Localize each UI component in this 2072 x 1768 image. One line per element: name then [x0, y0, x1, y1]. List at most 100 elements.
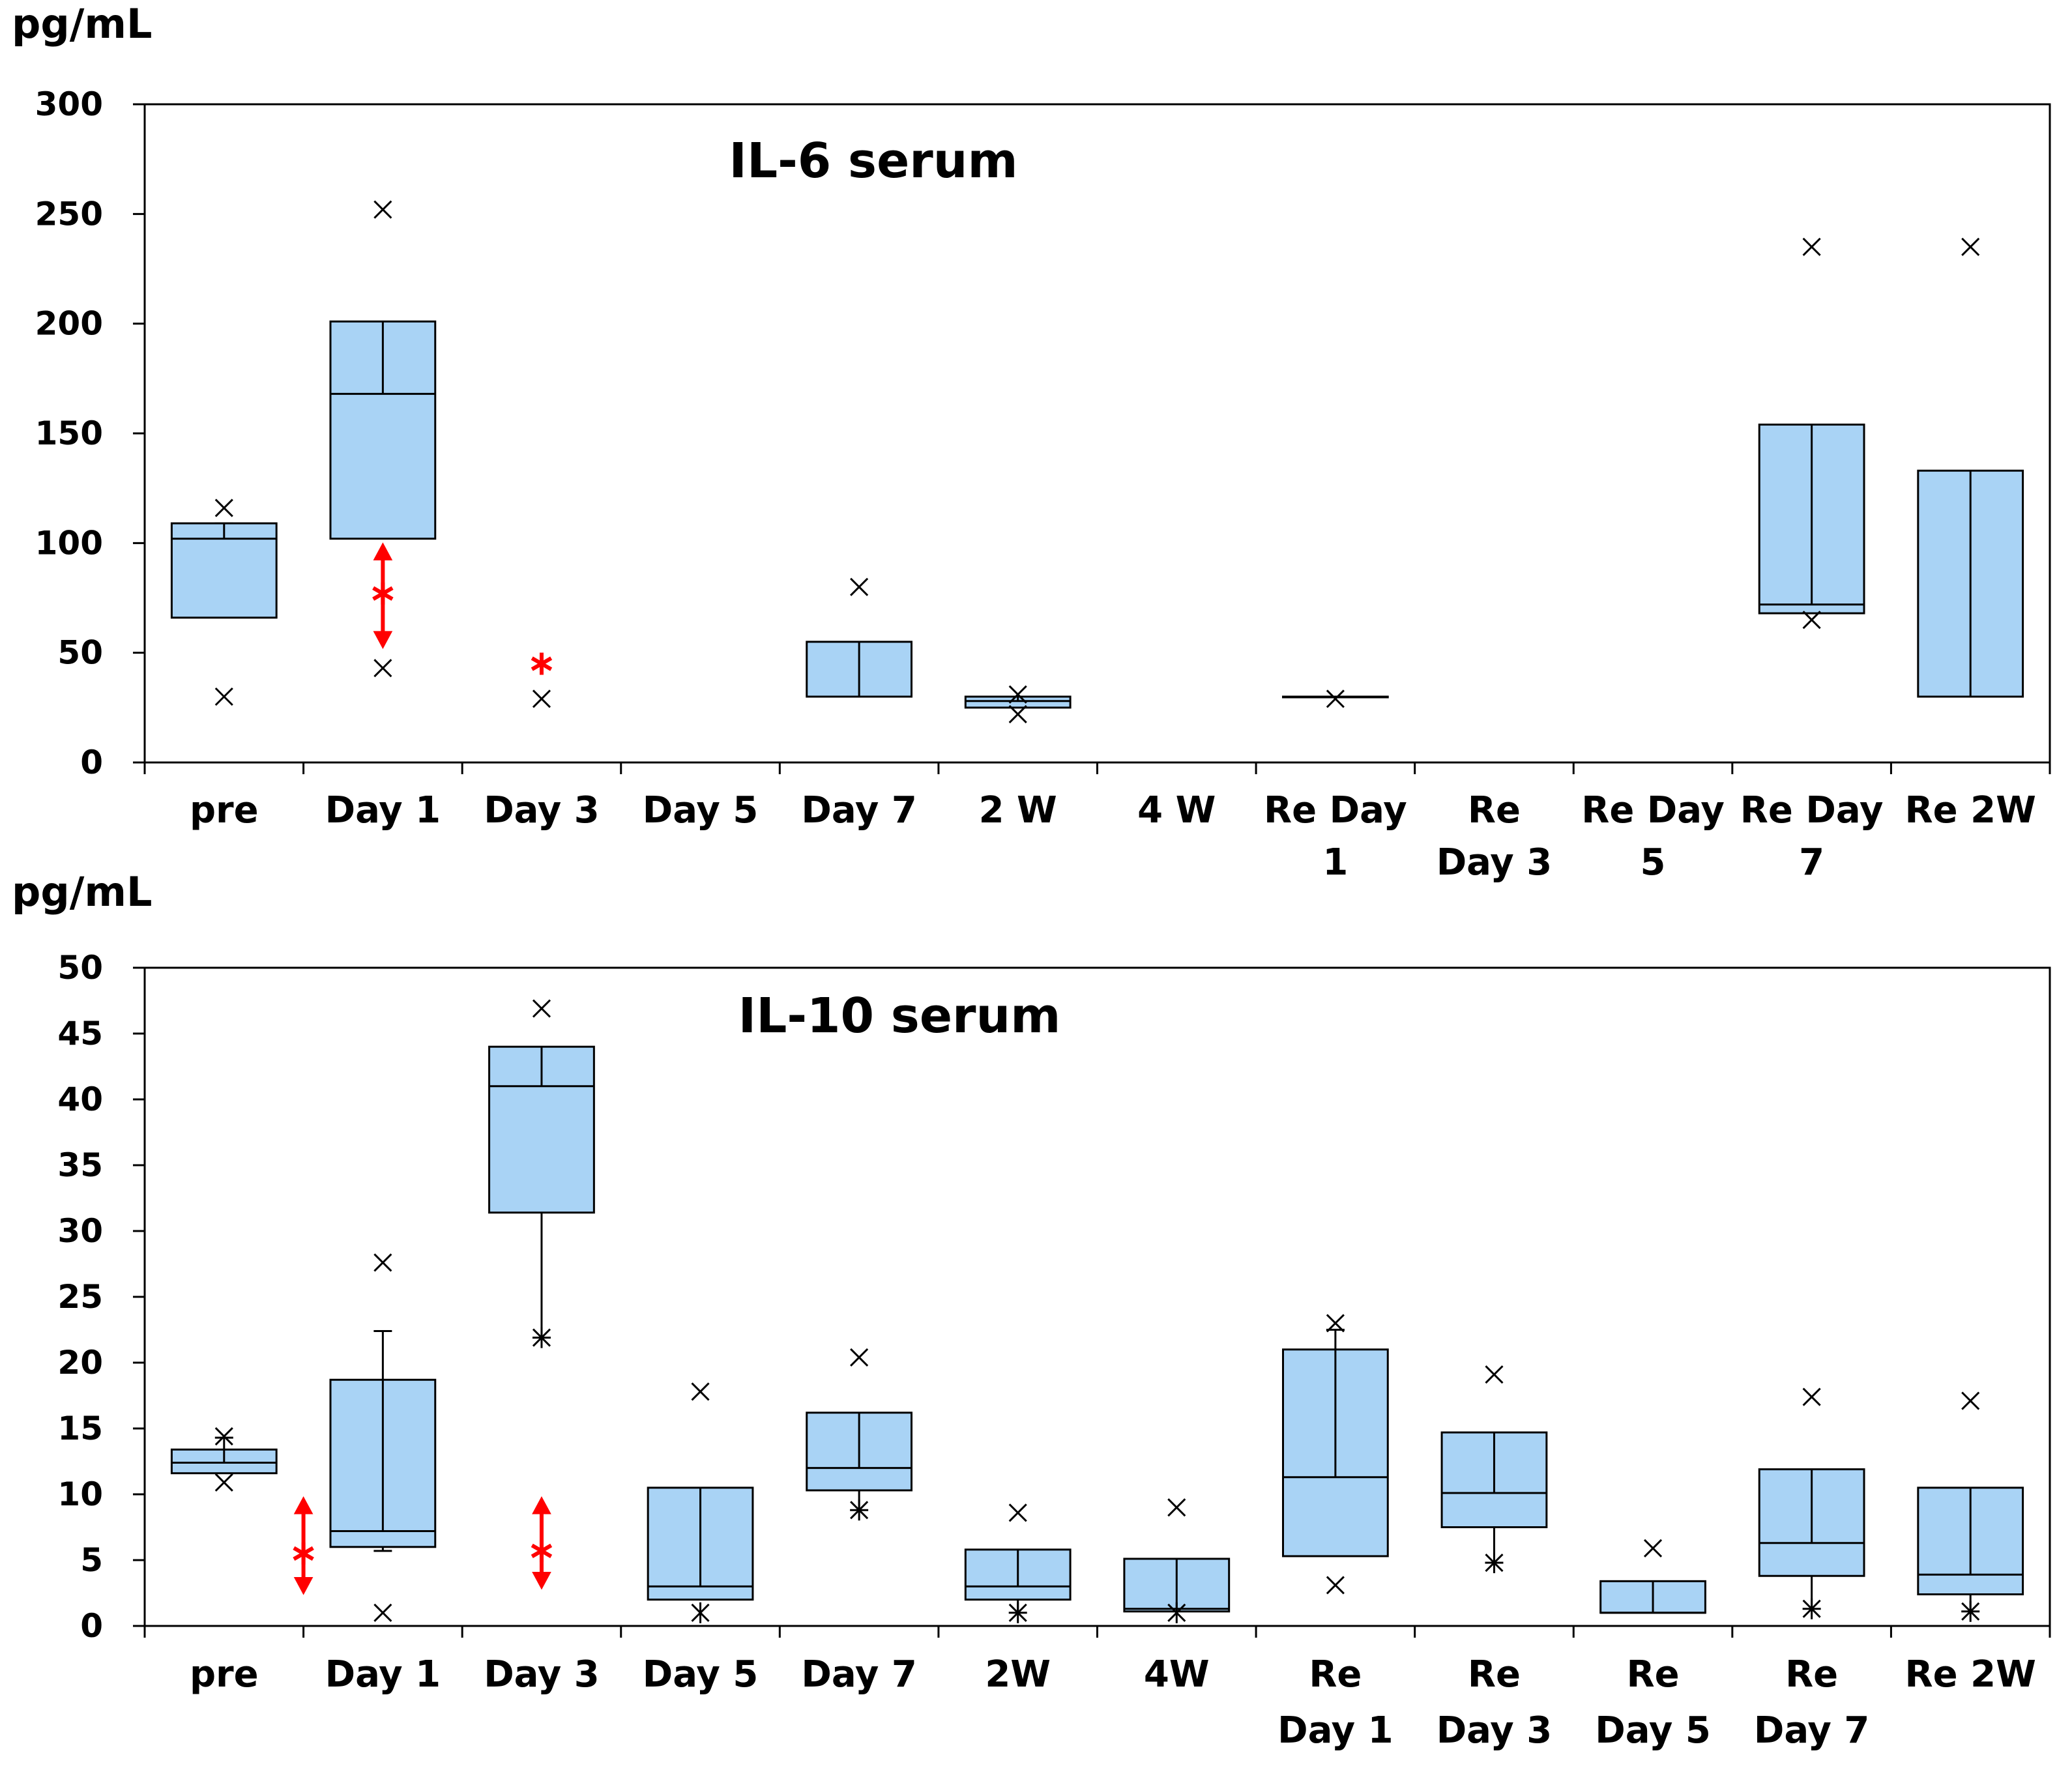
- marker-stroke: [1802, 237, 1821, 256]
- x-tick-label: Day 3: [484, 789, 600, 832]
- marker-stroke: [1643, 1539, 1663, 1558]
- x-tick-label: 2W: [985, 1653, 1051, 1696]
- x-tick-label: Re: [1468, 789, 1521, 832]
- marker-stroke: [850, 577, 869, 596]
- plot-area: [143, 966, 2051, 1627]
- y-tick-label: 100: [35, 524, 103, 562]
- y-tick-label: 50: [57, 634, 103, 672]
- outlier-point: [373, 1253, 392, 1272]
- marker-stroke: [373, 1603, 392, 1622]
- outlier-point: [214, 1427, 233, 1446]
- x-tick-label: Day 7: [801, 789, 917, 832]
- star-point: [532, 1327, 551, 1348]
- star-point: [850, 1500, 869, 1521]
- arrow-head-up: [532, 1496, 551, 1514]
- marker-stroke: [373, 1253, 392, 1272]
- x-tick-label: Re: [1309, 1653, 1362, 1696]
- star-point: [1961, 1601, 1980, 1622]
- x-tick-label: Re Day: [1264, 789, 1407, 832]
- y-tick-label: 35: [57, 1146, 103, 1184]
- marker-stroke: [214, 687, 233, 706]
- chart-title: IL-6 serum: [729, 133, 1017, 189]
- plot-area: [143, 103, 2051, 764]
- arrow-head-down: [293, 1577, 314, 1595]
- y-tick-label: 0: [80, 744, 103, 781]
- x-tick-label: 4 W: [1137, 789, 1216, 832]
- marker-stroke: [691, 1382, 710, 1401]
- x-tick-label: Day 3: [1437, 841, 1553, 884]
- y-axis-label: pg/mL: [12, 868, 153, 916]
- y-tick-label: 200: [35, 305, 103, 343]
- y-tick-label: 40: [57, 1080, 103, 1118]
- x-tick-label: Re: [1785, 1653, 1838, 1696]
- outlier-point: [532, 689, 551, 708]
- y-tick-label: 50: [57, 949, 103, 987]
- outlier-point: [1167, 1498, 1186, 1517]
- x-tick-label: Re 2W: [1905, 789, 2036, 832]
- outlier-point: [373, 200, 392, 219]
- marker-stroke: [1326, 1314, 1345, 1333]
- chart-panel-1: pg/mL 0 50 100 150 200 250 300 pre Day 1 Day 3 Day …: [12, 0, 2051, 884]
- x-tick-label: Day 1: [1277, 1709, 1393, 1752]
- x-tick-label: Day 5: [643, 1653, 759, 1696]
- y-tick-label: 150: [35, 414, 103, 452]
- marker-stroke: [214, 1473, 233, 1492]
- outlier-point: [1326, 1576, 1345, 1595]
- chart-title: IL-10 serum: [738, 988, 1061, 1044]
- outlier-point: [214, 1473, 233, 1492]
- marker-stroke: [1961, 1391, 1980, 1410]
- marker-stroke: [1167, 1498, 1186, 1517]
- star-point: [1008, 1602, 1027, 1623]
- x-tick-label: Day 1: [325, 789, 441, 832]
- y-tick-label: 20: [57, 1344, 103, 1382]
- marker-stroke: [1961, 237, 1980, 256]
- marker-stroke: [1326, 689, 1345, 708]
- outlier-point: [1802, 1387, 1821, 1406]
- outlier-point: [850, 1348, 869, 1367]
- outlier-point: [1802, 611, 1821, 630]
- outlier-point: [1802, 237, 1821, 256]
- significance-marker: [293, 1496, 314, 1595]
- arrow-head-down: [532, 1571, 551, 1590]
- outlier-point: [1961, 237, 1980, 256]
- marker-stroke: [850, 1348, 869, 1367]
- y-tick-label: 250: [35, 195, 103, 233]
- outlier-point: [1961, 1391, 1980, 1410]
- marker-stroke: [214, 499, 233, 517]
- y-tick-label: 45: [57, 1015, 103, 1052]
- x-tick-label: Day 3: [484, 1653, 600, 1696]
- outlier-point: [1008, 704, 1027, 723]
- outlier-point: [1643, 1539, 1663, 1558]
- y-tick-label: 300: [35, 85, 103, 123]
- marker-stroke: [1326, 1576, 1345, 1595]
- x-tick-label: 5: [1641, 841, 1666, 884]
- outlier-point: [1326, 1314, 1345, 1333]
- outlier-point: [214, 687, 233, 706]
- significance-marker: [372, 542, 394, 649]
- x-tick-label: Re Day: [1581, 789, 1725, 832]
- x-tick-label: 1: [1322, 841, 1348, 884]
- marker-stroke: [532, 689, 551, 708]
- marker-stroke: [1802, 1387, 1821, 1406]
- star-point: [1802, 1598, 1821, 1619]
- x-tick-label: pre: [190, 1653, 259, 1696]
- significance-star-stroke: [293, 1546, 314, 1561]
- marker-stroke: [373, 659, 392, 678]
- significance-marker: [531, 652, 553, 675]
- y-tick-label: 30: [57, 1212, 103, 1250]
- y-tick-label: 15: [57, 1410, 103, 1447]
- marker-stroke: [1008, 1503, 1027, 1522]
- outlier-point: [850, 577, 869, 596]
- x-tick-label: Day 7: [1754, 1709, 1870, 1752]
- outlier-point: [1008, 1503, 1027, 1522]
- x-tick-label: Day 1: [325, 1653, 441, 1696]
- arrow-head-down: [373, 631, 393, 649]
- marker-stroke: [1802, 611, 1821, 630]
- x-tick-label: Re Day: [1740, 789, 1884, 832]
- marker-stroke: [1008, 685, 1027, 704]
- significance-marker: [531, 1496, 553, 1590]
- x-tick-label: pre: [190, 789, 259, 832]
- marker-stroke: [214, 1427, 233, 1446]
- significance-star-stroke: [531, 656, 553, 671]
